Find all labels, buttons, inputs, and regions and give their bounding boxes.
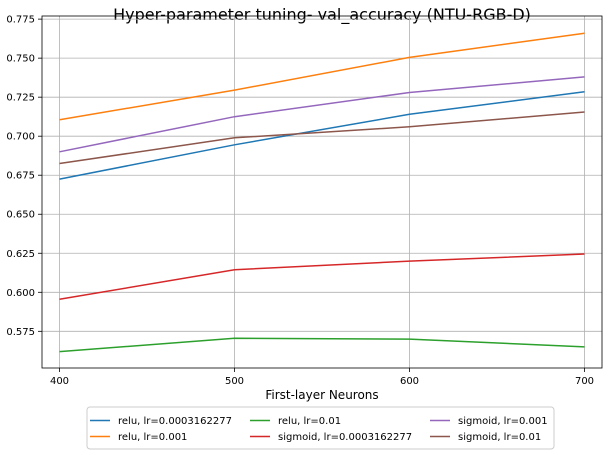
gridlines <box>42 16 602 368</box>
series-line-1 <box>59 90 585 180</box>
legend-label: sigmoid, lr=0.01 <box>458 432 541 443</box>
legend-item: relu, lr=0.001 <box>90 432 187 443</box>
series-line-6 <box>59 111 585 165</box>
legend-label: relu, lr=0.01 <box>278 416 341 427</box>
y-tick-label: 0.700 <box>6 132 35 143</box>
chart-title: Hyper-parameter tuning- val_accuracy (NT… <box>113 5 531 25</box>
series-line-2 <box>59 32 585 121</box>
series-lines <box>59 32 585 353</box>
series-line-5 <box>59 76 585 153</box>
x-tick-label: 400 <box>50 376 69 387</box>
legend-label: relu, lr=0.001 <box>118 432 187 443</box>
y-tick-label: 0.725 <box>6 93 35 104</box>
legend-item: sigmoid, lr=0.001 <box>430 416 548 427</box>
series-line-3 <box>59 337 585 353</box>
x-tick-label: 600 <box>400 376 419 387</box>
series-line-4 <box>59 253 585 301</box>
y-tick-label: 0.775 <box>6 15 35 26</box>
legend-item: relu, lr=0.0003162277 <box>90 416 232 427</box>
y-tick-label: 0.575 <box>6 327 35 338</box>
y-tick-label: 0.650 <box>6 210 35 221</box>
legend-label: relu, lr=0.0003162277 <box>118 416 232 427</box>
legend-label: sigmoid, lr=0.001 <box>458 416 548 427</box>
y-tick-label: 0.750 <box>6 54 35 65</box>
y-tick-label: 0.675 <box>6 171 35 182</box>
y-tick-label: 0.600 <box>6 288 35 299</box>
legend-item: relu, lr=0.01 <box>250 416 341 427</box>
y-tick-label: 0.625 <box>6 249 35 260</box>
x-tick-label: 700 <box>575 376 594 387</box>
legend-item: sigmoid, lr=0.01 <box>430 432 541 443</box>
legend: relu, lr=0.0003162277 relu, lr=0.001 relu,… <box>86 406 555 450</box>
plot-frame <box>41 15 603 369</box>
legend-item: sigmoid, lr=0.0003162277 <box>250 432 412 443</box>
x-axis-label: First-layer Neurons <box>265 388 378 402</box>
legend-label: sigmoid, lr=0.0003162277 <box>278 432 412 443</box>
x-tick-label: 500 <box>225 376 244 387</box>
axis-ticks: 400 500 600 700 0.575 0.600 0.625 0.650 0.675 0.7… <box>6 15 594 387</box>
legend-box <box>86 406 555 450</box>
